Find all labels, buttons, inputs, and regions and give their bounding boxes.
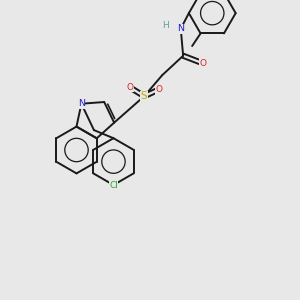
Text: S: S bbox=[141, 91, 148, 101]
Text: O: O bbox=[126, 83, 133, 92]
Text: O: O bbox=[199, 59, 206, 68]
Text: H: H bbox=[162, 21, 169, 30]
Text: O: O bbox=[155, 85, 162, 94]
Text: Cl: Cl bbox=[109, 181, 118, 190]
Text: N: N bbox=[78, 99, 85, 108]
Text: N: N bbox=[177, 24, 184, 33]
